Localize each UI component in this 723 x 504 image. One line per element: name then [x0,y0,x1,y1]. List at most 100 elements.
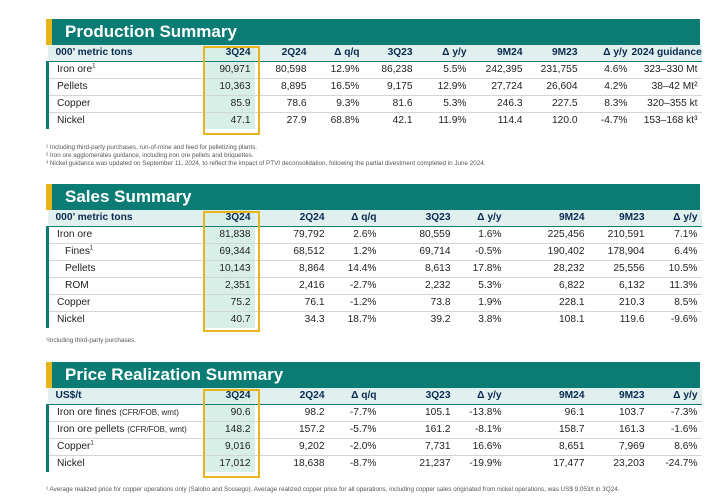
table-cell: 210,591 [588,226,649,244]
title-accent [46,184,52,210]
row-label-text: Copper [57,98,91,109]
table-cell: 18,638 [293,458,325,469]
table-cell: 96.1 [505,404,589,422]
table-cell: 80,559 [380,226,455,244]
table-row: Iron ore 81,838 79,792 2.6% 80,559 1.6% 225,45… [46,226,702,244]
table-cell: -8.7% [349,458,377,469]
row-label: Copper [46,95,203,113]
row-label-text: Pellets [65,263,96,274]
table-cell: 18.7% [347,314,377,325]
table-cell: 161.3 [588,421,649,439]
row-label-text: Fines [65,246,90,257]
row-label-text: Nickel [57,314,85,325]
table-cell: -7.3% [648,404,702,422]
table-cell: 76.1 [254,294,329,312]
table-row: Pellets 10,363 8,895 16.5% 9,175 12.9% 27,724 2… [46,78,702,96]
table-cell: 8.5% [648,294,702,312]
table-cell: 9,202 [254,438,329,456]
table-cell: 6,822 [505,277,589,295]
table-cell: 320–355 kt [631,95,702,113]
table-cell: 69,344 [202,243,255,261]
production-header-row: 000’ metric tons 3Q24 2Q24 Δ q/q 3Q23 Δ y/y 9M… [47,45,702,62]
table-cell: 68,512 [254,243,329,261]
table-cell: 2,232 [380,277,455,295]
row-label-text: ROM [65,280,89,291]
column-header: 3Q24 [202,388,255,405]
production-table: 000’ metric tons 3Q24 2Q24 Δ q/q 3Q23 Δ y/y 9M… [46,45,702,129]
table-cell: 90,971 [202,61,255,79]
row-label: Iron ore pellets (CFR/FOB, wmt) [46,421,203,439]
column-header: Δ q/q [334,47,360,58]
column-header: 9M23 [619,390,645,401]
table-cell: 2.6% [328,226,381,244]
table-cell: 210.3 [588,294,649,312]
table-cell: 1.2% [328,243,381,261]
table-cell: 10.5% [648,260,702,278]
table-cell: -2.7% [328,277,381,295]
table-cell: 105.1 [380,404,455,422]
table-cell: 69,714 [380,243,455,261]
table-cell: -13.8% [454,404,506,422]
column-header: Δ q/q [351,212,377,223]
table-cell: 16.5% [310,78,364,96]
row-label: Nickel [46,112,203,129]
table-cell: 157.2 [254,421,329,439]
row-label: Nickel [46,311,203,328]
table-cell: 103.7 [588,404,649,422]
sales-section: Sales Summary 000’ metric tons 3Q24 2Q24 Δ … [46,184,702,328]
row-label: Pellets [46,78,203,96]
row-label: Iron ore fines (CFR/FOB, wmt) [46,404,203,422]
table-cell: -24.7% [665,458,698,469]
table-cell: 9.3% [310,95,364,113]
table-cell: 11.9% [438,115,467,126]
row-label-text: Nickel [57,458,85,469]
table-cell: 7.1% [648,226,702,244]
row-label-text: Iron ore [57,229,93,240]
column-header: 9M24 [559,212,585,223]
title-accent [46,19,52,45]
table-row: Copper1 9,016 9,202 -2.0% 7,731 16.6% 8,651 7,9… [46,438,702,456]
table-cell: 242,395 [470,61,527,79]
table-cell: 9,175 [363,78,417,96]
table-cell: -7.7% [328,404,381,422]
sales-table: 000’ metric tons 3Q24 2Q24 Δ q/q 3Q23 Δ y/y 9M… [46,210,702,328]
table-cell: 225,456 [505,226,589,244]
table-cell: 12.9% [416,78,471,96]
table-cell: -5.7% [328,421,381,439]
row-label: Pellets [46,260,203,278]
table-cell: 158.7 [505,421,589,439]
table-row: Iron ore pellets (CFR/FOB, wmt) 148.2 157.… [46,421,702,439]
price-header-row: US$/t 3Q24 2Q24 Δ q/q 3Q23 Δ y/y 9M24 9M23 Δ y/y [47,388,702,405]
table-cell: 17,012 [202,455,255,472]
table-cell: -1.6% [648,421,702,439]
price-table: US$/t 3Q24 2Q24 Δ q/q 3Q23 Δ y/y 9M24 9M23 Δ y/y… [46,388,702,472]
production-section: Production Summary 000’ metric tons 3Q24 2… [46,19,702,129]
production-footnote-2: ² Iron ore agglomerates guidance, includ… [46,152,254,159]
row-label: Iron ore1 [46,61,203,79]
table-cell: 25,556 [588,260,649,278]
price-title-bar: Price Realization Summary [46,362,700,388]
sales-title: Sales Summary [65,187,192,206]
row-label: Iron ore [46,226,203,244]
table-cell: 178,904 [588,243,649,261]
row-label-text: Copper [57,297,91,308]
column-header: 2Q24 [299,212,325,223]
table-cell: -9.6% [670,314,698,325]
sales-header-row: 000’ metric tons 3Q24 2Q24 Δ q/q 3Q23 Δ y/y 9M… [47,210,702,227]
row-label-text: Copper [57,441,91,452]
table-cell: 10,363 [202,78,255,96]
row-label: Copper [46,294,203,312]
row-label-text: Iron ore pellets [57,424,125,435]
production-footnote-1: ¹ Including third-party purchases, run-o… [46,144,258,151]
table-cell: 228.1 [505,294,589,312]
footnote-marker: 1 [90,440,94,447]
table-cell: 39.2 [430,314,451,325]
table-cell: 34.3 [304,314,325,325]
table-cell: 17.8% [454,260,506,278]
table-cell: 114.4 [497,115,523,126]
column-header: 3Q24 [202,45,255,62]
table-cell: -0.5% [454,243,506,261]
table-cell: 2,416 [254,277,329,295]
table-cell: 231,755 [526,61,582,79]
table-cell: 8,895 [254,78,311,96]
